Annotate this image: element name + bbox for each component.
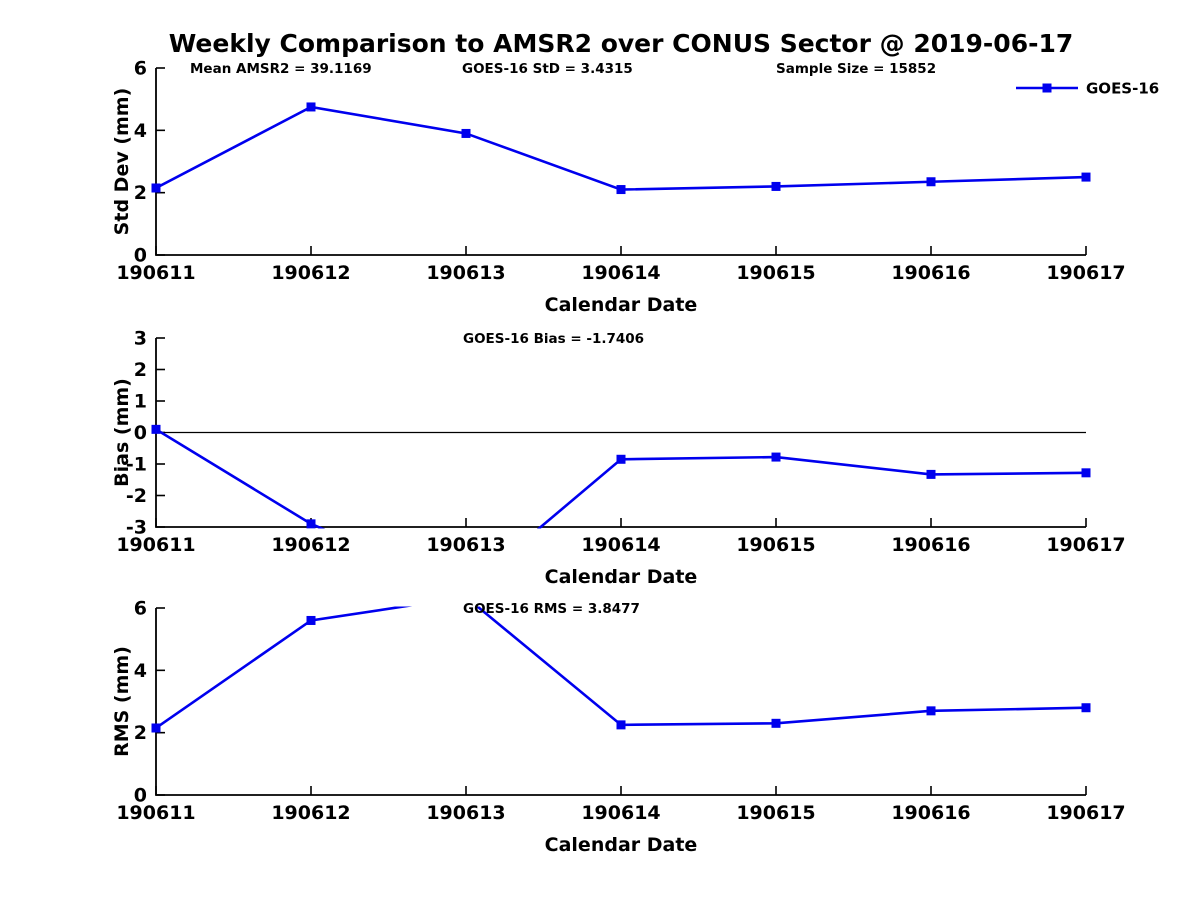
y-tick-label: 0 (134, 245, 147, 267)
data-point-marker (616, 720, 626, 730)
x-tick-label: 190611 (116, 262, 195, 284)
subplot-std-dev: 0 2 4 6 190611 190612 190613 190614 190615 190616… (111, 58, 1159, 317)
x-tick-label: 190614 (581, 262, 660, 284)
data-point-marker (151, 723, 161, 733)
data-point-marker (926, 469, 936, 479)
legend: GOES-16 (1016, 80, 1159, 98)
x-tick-label: 190615 (736, 802, 815, 824)
axes-spines (155, 608, 1086, 796)
x-tick-label: 190616 (891, 262, 970, 284)
data-point-marker (771, 452, 781, 462)
figure-title: Weekly Comparison to AMSR2 over CONUS Se… (169, 29, 1074, 58)
x-tick-label: 190615 (736, 534, 815, 556)
data-point-marker (1081, 172, 1091, 182)
y-axis-label: RMS (mm) (111, 646, 133, 757)
x-tick-label: 190612 (271, 534, 350, 556)
data-point-marker (306, 519, 316, 529)
y-axis-label: Bias (mm) (111, 378, 133, 487)
y-tick-label: 6 (134, 598, 147, 620)
data-line (156, 105, 1086, 191)
data-point-marker (306, 102, 316, 112)
stat-annotation: GOES-16 StD = 3.4315 (462, 61, 633, 77)
x-tick-label: 190613 (426, 534, 505, 556)
x-tick-label: 190613 (426, 262, 505, 284)
y-tick-label: 6 (134, 58, 147, 80)
x-tick-label: 190616 (891, 802, 970, 824)
x-tick-label: 190615 (736, 262, 815, 284)
y-tick-label: 2 (134, 722, 147, 744)
legend-marker-sample (1042, 83, 1052, 93)
data-point-marker (151, 424, 161, 434)
x-tick-label: 190611 (116, 534, 195, 556)
y-tick-label: 2 (134, 359, 147, 381)
data-point-marker (1081, 703, 1091, 713)
y-tick-label: 0 (134, 785, 147, 807)
axes-spines (155, 68, 1086, 256)
x-tick-label: 190614 (581, 534, 660, 556)
data-point-marker (926, 706, 936, 716)
subplot-rms: 0 2 4 6 190611 190612 190613 190614 190615 190616… (111, 598, 1126, 857)
stat-annotation: Mean AMSR2 = 39.1169 (190, 61, 372, 77)
y-tick-label: 0 (134, 422, 147, 444)
x-axis-label: Calendar Date (545, 834, 698, 856)
data-point-marker (151, 183, 161, 193)
y-tick-label: -2 (126, 485, 147, 507)
x-tick-label: 190617 (1046, 802, 1125, 824)
x-tick-label: 190612 (271, 802, 350, 824)
stat-annotation: GOES-16 Bias = -1.7406 (463, 331, 644, 347)
y-tick-label: 4 (134, 120, 147, 142)
data-point-marker (771, 718, 781, 728)
y-tick-label: 3 (134, 328, 147, 350)
data-point-marker (926, 177, 936, 187)
x-tick-label: 190613 (426, 802, 505, 824)
y-tick-label: -1 (126, 454, 147, 476)
data-point-marker (616, 454, 626, 464)
data-point-marker (306, 615, 316, 625)
data-point-marker (771, 181, 781, 191)
stat-annotation: Sample Size = 15852 (776, 61, 936, 77)
x-tick-label: 190617 (1046, 534, 1125, 556)
data-point-marker (616, 185, 626, 195)
x-tick-label: 190611 (116, 802, 195, 824)
y-axis-label: Std Dev (mm) (111, 88, 133, 236)
x-tick-label: 190612 (271, 262, 350, 284)
data-point-marker (1081, 468, 1091, 478)
x-tick-label: 190614 (581, 802, 660, 824)
y-tick-label: 2 (134, 182, 147, 204)
y-tick-label: 1 (134, 391, 147, 413)
legend-label: GOES-16 (1086, 80, 1159, 98)
y-tick-label: -3 (126, 517, 147, 539)
x-tick-label: 190617 (1046, 262, 1125, 284)
x-axis-label: Calendar Date (545, 294, 698, 316)
data-point-marker (461, 128, 471, 138)
y-tick-label: 4 (134, 660, 147, 682)
stat-annotation: GOES-16 RMS = 3.8477 (463, 601, 640, 617)
x-axis-label: Calendar Date (545, 566, 698, 588)
x-tick-label: 190616 (891, 534, 970, 556)
